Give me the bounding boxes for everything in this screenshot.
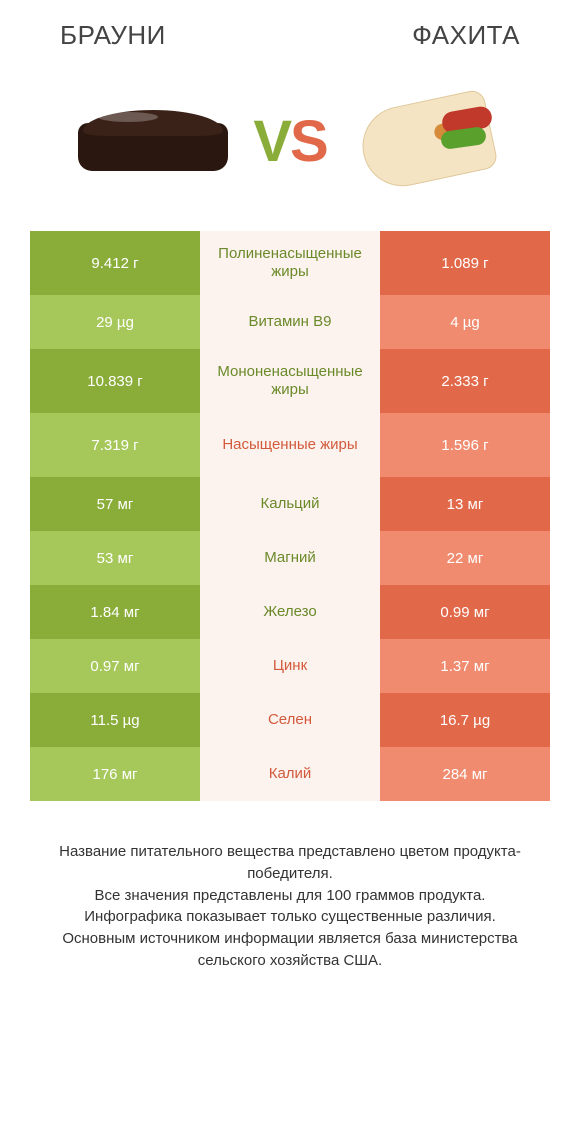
nutrient-name-cell: Калий	[200, 747, 380, 801]
right-value-cell: 284 мг	[380, 747, 550, 801]
footer-line: Основным источником информации является …	[30, 928, 550, 972]
left-value-cell: 29 µg	[30, 295, 200, 349]
table-row: 57 мгКальций13 мг	[30, 477, 550, 531]
table-row: 0.97 мгЦинк1.37 мг	[30, 639, 550, 693]
nutrient-name-cell: Цинк	[200, 639, 380, 693]
right-value-cell: 22 мг	[380, 531, 550, 585]
right-value-cell: 1.596 г	[380, 413, 550, 477]
nutrient-name-cell: Мононенасыщенные жиры	[200, 349, 380, 413]
table-row: 9.412 гПолиненасыщенные жиры1.089 г	[30, 231, 550, 295]
right-value-cell: 1.37 мг	[380, 639, 550, 693]
nutrient-name-cell: Насыщенные жиры	[200, 413, 380, 477]
left-value-cell: 0.97 мг	[30, 639, 200, 693]
left-value-cell: 57 мг	[30, 477, 200, 531]
table-row: 53 мгМагний22 мг	[30, 531, 550, 585]
table-row: 29 µgВитамин B94 µg	[30, 295, 550, 349]
nutrient-name-cell: Железо	[200, 585, 380, 639]
right-value-cell: 0.99 мг	[380, 585, 550, 639]
vs-v-letter: V	[253, 109, 290, 174]
right-food-title: ФАХИТА	[412, 20, 520, 51]
left-value-cell: 9.412 г	[30, 231, 200, 295]
left-value-cell: 53 мг	[30, 531, 200, 585]
vs-s-letter: S	[290, 109, 327, 174]
left-food-title: БРАУНИ	[60, 20, 166, 51]
table-row: 176 мгКалий284 мг	[30, 747, 550, 801]
right-food-image	[347, 81, 507, 201]
right-value-cell: 2.333 г	[380, 349, 550, 413]
brownie-icon	[78, 106, 228, 176]
footer-notes: Название питательного вещества представл…	[0, 801, 580, 992]
right-value-cell: 1.089 г	[380, 231, 550, 295]
nutrient-name-cell: Кальций	[200, 477, 380, 531]
footer-line: Все значения представлены для 100 граммо…	[30, 885, 550, 907]
infographic-container: БРАУНИ ФАХИТА VS 9.412 гПолиненасыщенные…	[0, 0, 580, 992]
footer-line: Инфографика показывает только существенн…	[30, 906, 550, 928]
left-food-image	[73, 81, 233, 201]
left-value-cell: 176 мг	[30, 747, 200, 801]
left-value-cell: 11.5 µg	[30, 693, 200, 747]
table-row: 11.5 µgСелен16.7 µg	[30, 693, 550, 747]
fajita-icon	[352, 91, 502, 191]
nutrient-name-cell: Полиненасыщенные жиры	[200, 231, 380, 295]
header: БРАУНИ ФАХИТА	[0, 0, 580, 61]
right-value-cell: 13 мг	[380, 477, 550, 531]
table-row: 10.839 гМононенасыщенные жиры2.333 г	[30, 349, 550, 413]
vs-row: VS	[0, 61, 580, 231]
right-value-cell: 16.7 µg	[380, 693, 550, 747]
nutrient-name-cell: Витамин B9	[200, 295, 380, 349]
nutrient-name-cell: Магний	[200, 531, 380, 585]
footer-line: Название питательного вещества представл…	[30, 841, 550, 885]
left-value-cell: 1.84 мг	[30, 585, 200, 639]
right-value-cell: 4 µg	[380, 295, 550, 349]
left-value-cell: 10.839 г	[30, 349, 200, 413]
left-value-cell: 7.319 г	[30, 413, 200, 477]
table-row: 1.84 мгЖелезо0.99 мг	[30, 585, 550, 639]
vs-label: VS	[253, 108, 326, 175]
table-row: 7.319 гНасыщенные жиры1.596 г	[30, 413, 550, 477]
nutrient-name-cell: Селен	[200, 693, 380, 747]
comparison-table: 9.412 гПолиненасыщенные жиры1.089 г29 µg…	[30, 231, 550, 801]
